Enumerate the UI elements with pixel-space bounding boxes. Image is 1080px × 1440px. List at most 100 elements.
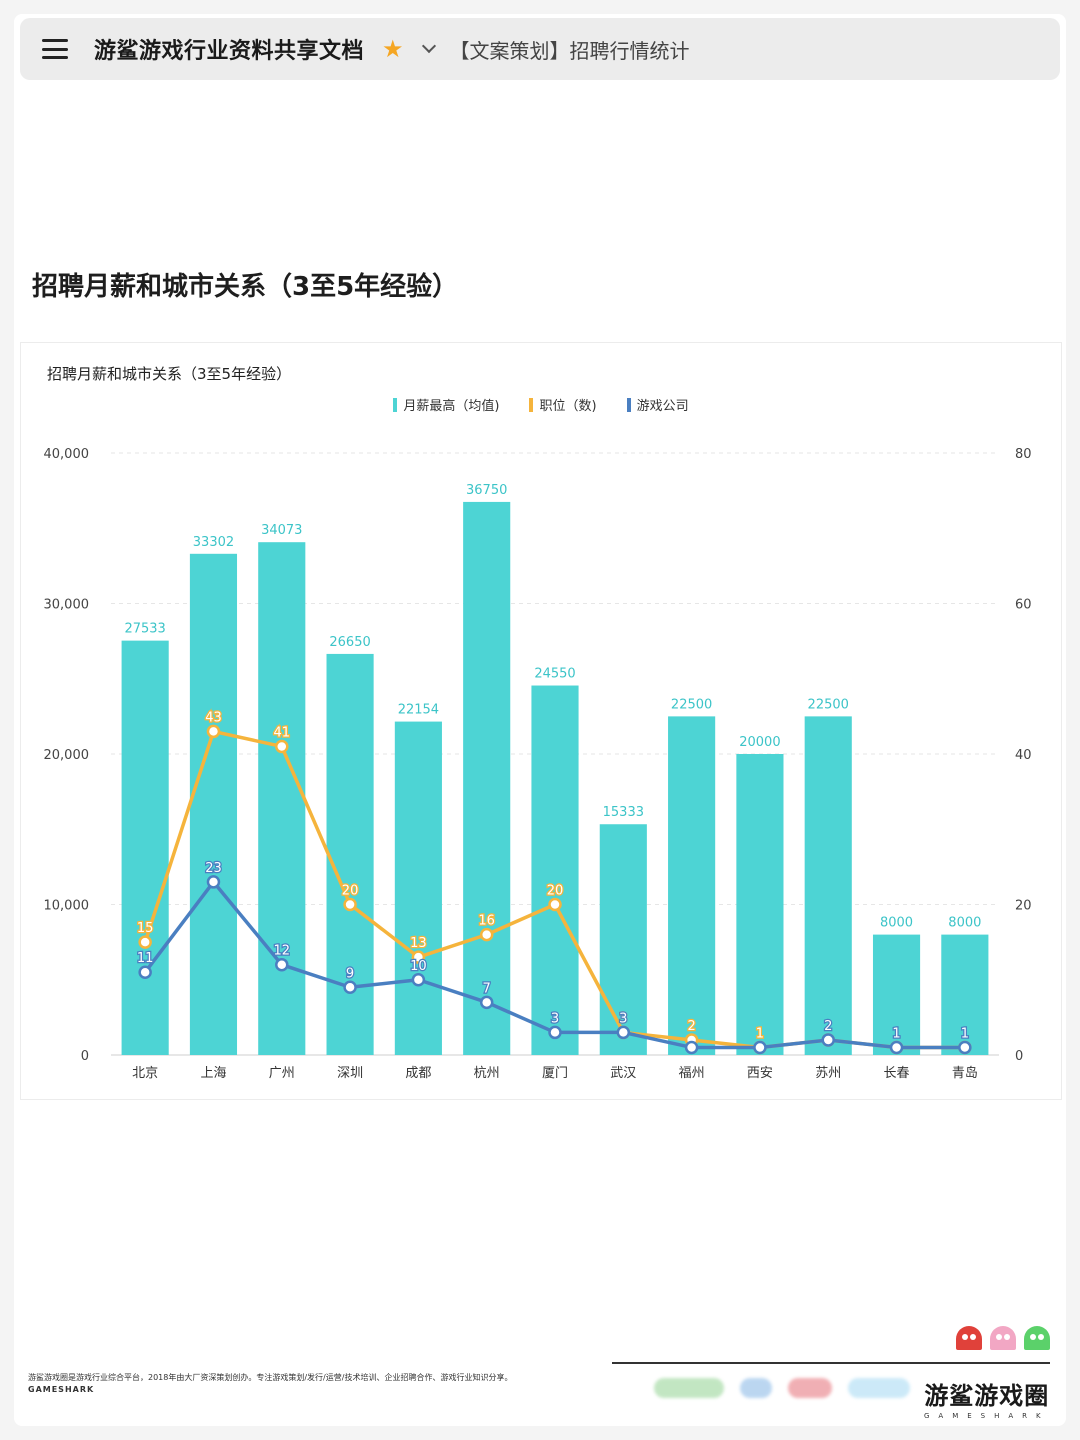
- x-tick-label: 成都: [405, 1066, 431, 1081]
- partner-logo-3: [788, 1378, 832, 1398]
- companies-data-label: 9: [346, 966, 354, 981]
- sheet-tab-title[interactable]: 【文案策划】招聘行情统计: [449, 38, 690, 63]
- companies-point: [206, 875, 221, 889]
- positions-data-label: 13: [410, 936, 427, 951]
- footer-brand-small: GAMESHARK: [28, 1385, 95, 1394]
- positions-data-label: 20: [342, 884, 359, 899]
- menu-icon[interactable]: [42, 39, 68, 59]
- page: 游鲨游戏行业资料共享文档 ★ 【文案策划】招聘行情统计 招聘月薪和城市关系（3至…: [14, 14, 1066, 1426]
- legend-item-positions[interactable]: 职位（数): [529, 395, 597, 414]
- x-tick-label: 厦门: [542, 1066, 568, 1081]
- star-icon[interactable]: ★: [382, 35, 404, 63]
- ghost-icons: [956, 1326, 1050, 1350]
- companies-point: [411, 973, 426, 987]
- chart-title: 招聘月薪和城市关系（3至5年经验）: [47, 365, 292, 383]
- bar-data-label: 26650: [329, 635, 370, 650]
- chart-legend: 月薪最高（均值) 职位（数) 游戏公司: [21, 395, 1061, 414]
- footer-divider: [612, 1362, 1050, 1364]
- companies-point: [343, 980, 357, 995]
- chart-svg: 0 10,000 20,000 30,000 40,000 0 20 40 60 80 27533 3…: [44, 447, 1032, 1081]
- companies-data-label: 3: [551, 1011, 559, 1026]
- section-title: 招聘月薪和城市关系（3至5年经验）: [32, 272, 459, 302]
- pink-ghost-icon: [990, 1326, 1016, 1350]
- bar-salary: [326, 653, 374, 1055]
- chevron-down-icon[interactable]: [421, 38, 436, 54]
- bar-salary: [736, 754, 784, 1055]
- bar-salary: [463, 501, 511, 1056]
- legend-item-salary[interactable]: 月薪最高（均值): [393, 395, 499, 414]
- bar-data-label: 15333: [603, 805, 644, 820]
- bar-data-label: 22500: [671, 697, 712, 712]
- chart-card: 0 10,000 20,000 30,000 40,000 0 20 40 60 80 27533 3…: [20, 342, 1062, 1100]
- positions-data-label: 1: [756, 1026, 764, 1041]
- bar-salary: [121, 640, 169, 1055]
- bar-salary: [189, 553, 238, 1055]
- companies-data-label: 1: [961, 1026, 969, 1041]
- x-tick-label: 上海: [200, 1066, 226, 1081]
- bar-salary: [394, 721, 442, 1055]
- positions-data-label: 20: [547, 884, 564, 899]
- bar-salary: [531, 685, 579, 1055]
- brand-logo-en: GAMESHARK: [924, 1412, 1050, 1420]
- companies-data-label: 7: [483, 981, 491, 996]
- y-tick-label-right: 40: [1015, 748, 1032, 763]
- brand-logo: 游鲨游戏圈 GAMESHARK: [924, 1376, 1050, 1420]
- y-tick-label-right: 60: [1015, 598, 1032, 613]
- bar-data-label: 8000: [948, 916, 981, 931]
- bar-data-label: 24550: [534, 667, 575, 682]
- companies-point: [616, 1025, 631, 1040]
- y-tick-label-left: 0: [81, 1049, 89, 1064]
- y-tick-label-right: 80: [1015, 447, 1032, 462]
- partner-logo-4: [848, 1378, 910, 1398]
- companies-data-label: 1: [892, 1026, 900, 1041]
- companies-point: [138, 965, 152, 979]
- companies-point: [684, 1040, 699, 1055]
- footer-text: 游鲨游戏圈是游戏行业综合平台，2018年由大厂资深策划创办。专注游戏策划/发行/…: [28, 1372, 512, 1396]
- bar-salary: [941, 934, 989, 1055]
- bar-data-label: 33302: [193, 535, 234, 550]
- positions-point: [138, 935, 152, 949]
- partner-logo-2: [740, 1378, 772, 1398]
- bar-data-label: 8000: [880, 916, 913, 931]
- bar-data-label: 20000: [739, 735, 780, 750]
- bar-salary: [258, 542, 306, 1055]
- positions-point: [206, 724, 221, 739]
- bar-salary: [872, 934, 921, 1055]
- companies-data-label: 10: [410, 959, 427, 974]
- legend-swatch-salary: [393, 397, 398, 412]
- y-tick-label-right: 20: [1015, 899, 1032, 914]
- companies-point: [958, 1040, 972, 1055]
- x-tick-label: 西安: [747, 1066, 773, 1081]
- bar-data-label: 34073: [261, 523, 302, 538]
- x-tick-label: 福州: [679, 1066, 705, 1081]
- x-tick-label: 深圳: [337, 1066, 363, 1081]
- positions-data-label: 2: [687, 1019, 695, 1034]
- partner-logo-1: [654, 1378, 724, 1398]
- x-tick-label: 北京: [132, 1066, 158, 1081]
- positions-point: [343, 897, 357, 912]
- companies-point: [753, 1040, 767, 1055]
- x-tick-label: 武汉: [610, 1066, 636, 1081]
- companies-point: [889, 1040, 904, 1055]
- companies-data-label: 2: [824, 1019, 832, 1034]
- companies-point: [479, 995, 494, 1010]
- bar-salary: [804, 716, 852, 1055]
- bar-data-label: 22154: [398, 703, 439, 718]
- positions-point: [479, 927, 494, 942]
- bar-data-label: 22500: [808, 697, 849, 712]
- x-tick-label: 广州: [269, 1066, 295, 1081]
- companies-data-label: 3: [619, 1011, 627, 1026]
- legend-item-companies[interactable]: 游戏公司: [626, 395, 689, 414]
- footer-description: 游鲨游戏圈是游戏行业综合平台，2018年由大厂资深策划创办。专注游戏策划/发行/…: [28, 1373, 513, 1382]
- legend-label-positions: 职位（数): [539, 399, 597, 414]
- positions-point: [411, 950, 426, 964]
- positions-data-label: 43: [205, 710, 222, 725]
- legend-swatch-positions: [529, 397, 534, 412]
- positions-data-label: 41: [273, 725, 290, 740]
- companies-point: [821, 1033, 835, 1047]
- legend-label-companies: 游戏公司: [636, 399, 689, 414]
- x-tick-label: 长春: [884, 1066, 910, 1081]
- positions-data-label: 15: [137, 921, 154, 936]
- y-tick-label-left: 10,000: [44, 899, 90, 914]
- legend-swatch-companies: [626, 397, 631, 412]
